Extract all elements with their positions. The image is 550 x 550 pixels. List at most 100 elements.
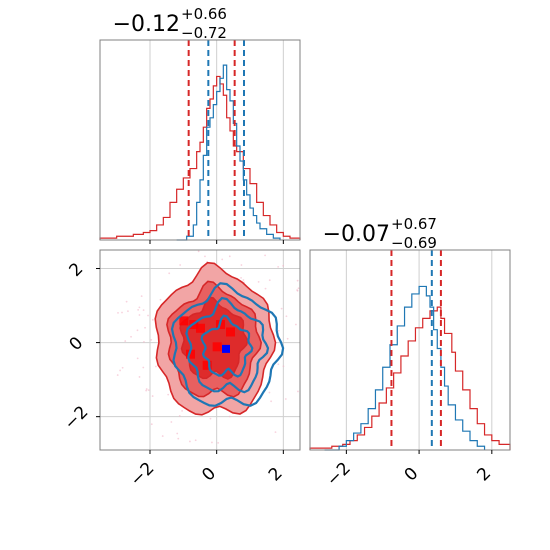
sample-point	[138, 306, 141, 309]
sample-point	[277, 329, 280, 332]
density-cell	[202, 360, 212, 370]
sample-point	[285, 315, 288, 318]
blue-contour-level-1	[170, 282, 285, 407]
sample-point	[178, 414, 181, 417]
sample-point	[142, 366, 145, 369]
sample-point	[147, 314, 149, 317]
sample-point	[151, 318, 154, 321]
sample-point	[274, 431, 277, 433]
sample-point	[204, 255, 206, 258]
sample-point	[209, 417, 212, 420]
sample-point	[124, 340, 127, 342]
max-marker	[222, 344, 230, 353]
sample-point	[197, 250, 200, 253]
sample-point	[295, 323, 297, 326]
sample-point	[211, 441, 213, 444]
bottom-right-title-value: −0.07	[323, 222, 390, 247]
sample-point	[221, 258, 224, 261]
sample-point	[176, 432, 179, 435]
sample-point	[264, 254, 266, 257]
sample-point	[161, 435, 164, 437]
sample-point	[277, 363, 280, 366]
sample-point	[240, 276, 242, 279]
sample-point	[286, 337, 289, 340]
sample-point	[150, 338, 153, 341]
sample-point	[297, 390, 299, 393]
y-tick-label: 2	[66, 259, 88, 281]
sample-point	[145, 389, 148, 392]
density-cell	[226, 327, 235, 337]
sample-point	[117, 311, 119, 314]
sample-point	[179, 264, 182, 266]
sample-point	[194, 439, 197, 442]
density-cell	[179, 316, 189, 326]
sample-point	[257, 281, 260, 283]
sample-point	[296, 279, 299, 282]
top-left-title-lower-error: −0.72	[181, 24, 227, 42]
sample-point	[144, 326, 146, 329]
sample-point	[137, 308, 140, 311]
sample-point	[140, 295, 143, 297]
x-tick-label: −2	[323, 459, 355, 491]
sample-point	[242, 279, 245, 281]
sample-point	[170, 421, 173, 423]
red-contour-level-3	[179, 296, 249, 380]
sample-point	[121, 366, 124, 369]
sample-point	[228, 415, 231, 418]
sample-point	[155, 365, 157, 368]
sample-point	[138, 376, 141, 378]
sample-point	[282, 365, 285, 368]
axes-frame	[99, 39, 301, 241]
sample-point	[125, 300, 128, 303]
sample-point	[228, 255, 231, 258]
red-histogram-series	[309, 306, 511, 450]
density-cell	[186, 349, 195, 359]
sample-point	[121, 311, 123, 314]
x-tick-label: −2	[127, 459, 159, 491]
x-tick-label: 2	[265, 464, 287, 486]
density-cell	[196, 323, 205, 333]
x-tick-label: 2	[473, 464, 495, 486]
sample-point	[296, 289, 299, 292]
bottom-left-contour-panel: −2 0 2 2 0 −2	[61, 249, 301, 491]
sample-point	[268, 279, 271, 282]
blue-histogram-series	[324, 285, 486, 451]
sample-point	[282, 264, 285, 267]
top-left-title-value: −0.12	[113, 12, 180, 37]
top-left-histogram-panel: −0.12 +0.66−0.72	[99, 5, 301, 244]
bottom-right-title-upper-error: +0.67	[391, 215, 437, 233]
sample-point	[151, 395, 154, 397]
blue-histogram-series	[176, 64, 281, 241]
sample-point	[297, 287, 300, 290]
sample-point	[168, 272, 171, 275]
y-tick-label: −2	[61, 402, 93, 434]
top-left-title-upper-error: +0.66	[181, 5, 227, 23]
axes-frame	[309, 249, 511, 451]
bottom-right-title-lower-error: −0.69	[391, 234, 437, 252]
sample-point	[284, 398, 287, 400]
sample-point	[147, 389, 150, 391]
sample-point	[119, 369, 122, 372]
y-tick-label: 0	[66, 333, 88, 355]
sample-point	[130, 335, 132, 338]
sample-point	[189, 440, 191, 443]
sample-point	[142, 309, 145, 312]
sample-point	[127, 310, 129, 313]
sample-point	[159, 298, 162, 301]
sample-point	[177, 437, 180, 440]
sample-point	[138, 314, 141, 316]
bottom-right-histogram-panel: −2 0 2 −0.07 +0.67−0.69	[309, 215, 511, 491]
sample-point	[280, 307, 283, 310]
sample-point	[240, 264, 243, 266]
sample-point	[217, 442, 220, 444]
sample-point	[167, 393, 170, 396]
x-tick-label: 0	[401, 464, 423, 486]
x-tick-label: 0	[198, 464, 220, 486]
density-cell	[212, 342, 222, 352]
sample-point	[136, 329, 139, 332]
sample-point	[270, 400, 273, 403]
blue-contour-level-2	[185, 296, 270, 394]
sample-point	[264, 287, 267, 290]
blue-contour-level-3	[200, 314, 254, 378]
